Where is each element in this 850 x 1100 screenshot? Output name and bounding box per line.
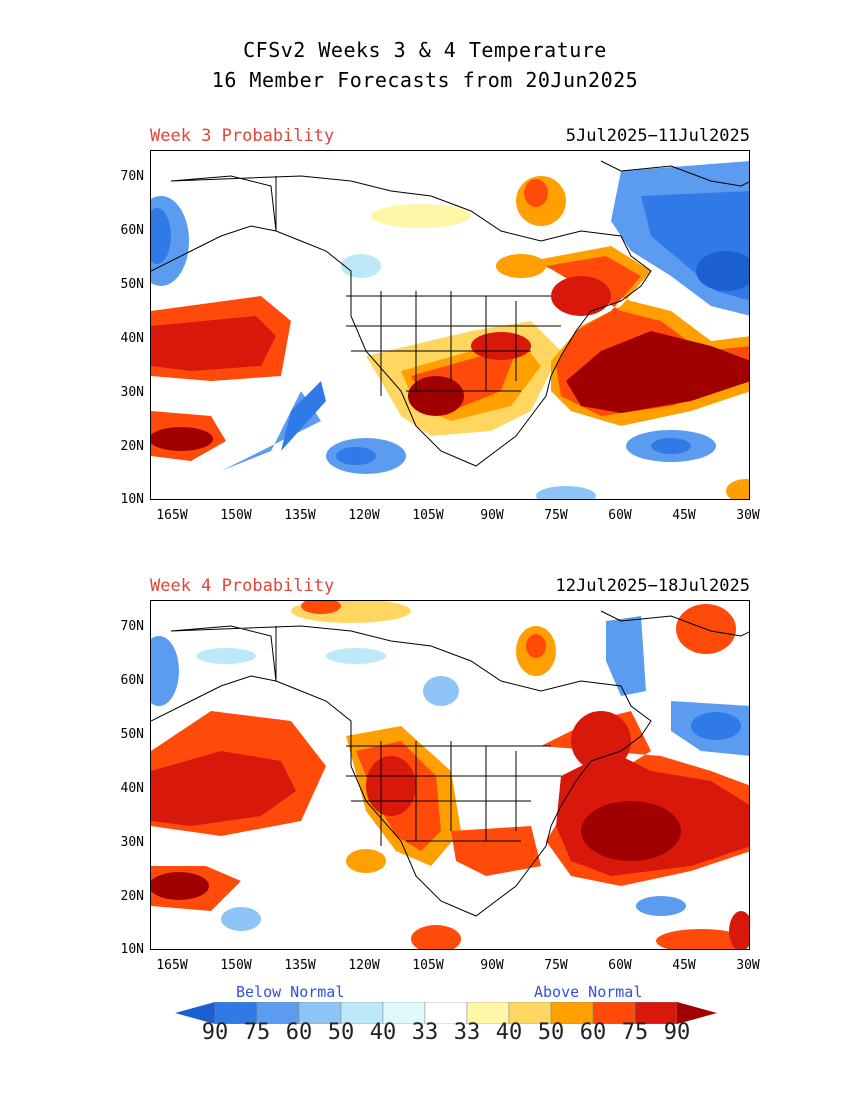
- lat-tick-10n: 10N: [120, 942, 144, 957]
- lat-tick-70n: 70N: [120, 169, 144, 184]
- legend-swatch: [175, 1002, 215, 1024]
- lon-tick-60w: 60W: [608, 958, 632, 973]
- lat-tick-30n: 30N: [120, 835, 144, 850]
- lon-tick-135w: 135W: [284, 508, 316, 523]
- lon-tick-90w: 90W: [480, 508, 504, 523]
- legend-value-label: 90: [201, 1020, 229, 1045]
- lon-tick-75w: 75W: [544, 508, 568, 523]
- lat-tick-30n: 30N: [120, 385, 144, 400]
- legend-value-label: 75: [621, 1020, 649, 1045]
- week3-cold-anomalies: [151, 161, 749, 499]
- lat-tick-60n: 60N: [120, 673, 144, 688]
- legend-value-label: 50: [327, 1020, 355, 1045]
- lon-tick-150w: 150W: [220, 958, 252, 973]
- lon-tick-75w: 75W: [544, 958, 568, 973]
- legend-value-label: 40: [369, 1020, 397, 1045]
- lon-tick-30w: 30W: [736, 508, 760, 523]
- chart-title-line2: 16 Member Forecasts from 20Jun2025: [211, 68, 639, 92]
- lon-tick-165w: 165W: [156, 958, 188, 973]
- week4-date-range: 12Jul2025−18Jul2025: [555, 576, 750, 596]
- week4-map: [150, 600, 750, 950]
- legend-below-normal-label: Below Normal: [236, 983, 345, 1001]
- legend-value-label: 33: [411, 1020, 439, 1045]
- lat-tick-20n: 20N: [120, 439, 144, 454]
- legend-value-label: 33: [453, 1020, 481, 1045]
- lon-tick-105w: 105W: [412, 508, 444, 523]
- legend-above-normal-label: Above Normal: [534, 983, 643, 1001]
- lon-tick-60w: 60W: [608, 508, 632, 523]
- week3-date-range: 5Jul2025−11Jul2025: [565, 126, 750, 146]
- lat-tick-40n: 40N: [120, 781, 144, 796]
- legend-value-label: 60: [579, 1020, 607, 1045]
- lat-tick-60n: 60N: [120, 223, 144, 238]
- week4-cold-anomalies: [151, 616, 749, 931]
- legend-value-label: 40: [495, 1020, 523, 1045]
- lat-tick-20n: 20N: [120, 889, 144, 904]
- lon-tick-30w: 30W: [736, 958, 760, 973]
- legend-value-label: 75: [243, 1020, 271, 1045]
- lat-tick-70n: 70N: [120, 619, 144, 634]
- lon-tick-120w: 120W: [348, 958, 380, 973]
- lat-tick-50n: 50N: [120, 277, 144, 292]
- lat-tick-10n: 10N: [120, 492, 144, 507]
- lat-tick-50n: 50N: [120, 727, 144, 742]
- lon-tick-90w: 90W: [480, 958, 504, 973]
- lon-tick-150w: 150W: [220, 508, 252, 523]
- week3-map: [150, 150, 750, 500]
- week3-panel-label: Week 3 Probability: [150, 126, 335, 146]
- week4-panel-label: Week 4 Probability: [150, 576, 335, 596]
- lat-tick-40n: 40N: [120, 331, 144, 346]
- chart-title-line1: CFSv2 Weeks 3 & 4 Temperature: [243, 38, 607, 62]
- legend-swatch: [677, 1002, 717, 1024]
- legend-value-label: 60: [285, 1020, 313, 1045]
- legend-value-label: 90: [663, 1020, 691, 1045]
- lon-tick-45w: 45W: [672, 958, 696, 973]
- week4-warm-anomalies: [151, 601, 749, 949]
- lon-tick-120w: 120W: [348, 508, 380, 523]
- week4-coastline-map: [151, 610, 749, 917]
- lon-tick-105w: 105W: [412, 958, 444, 973]
- week3-warm-anomalies: [151, 176, 749, 499]
- lon-tick-165w: 165W: [156, 508, 188, 523]
- week3-coastline-map: [151, 160, 749, 467]
- color-legend-bar: [175, 1002, 717, 1024]
- lon-tick-135w: 135W: [284, 958, 316, 973]
- legend-value-label: 50: [537, 1020, 565, 1045]
- lon-tick-45w: 45W: [672, 508, 696, 523]
